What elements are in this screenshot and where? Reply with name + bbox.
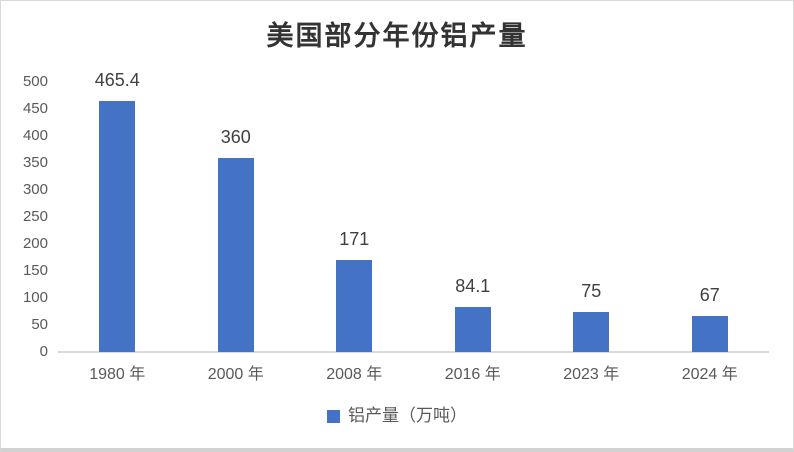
bar-2016年[interactable] — [454, 306, 491, 352]
data-label: 84.1 — [455, 275, 491, 296]
legend-label: 铝产量（万吨） — [348, 406, 467, 426]
y-tick-label: 0 — [39, 343, 48, 360]
y-tick-label: 300 — [22, 181, 48, 198]
y-tick-label: 500 — [22, 73, 48, 90]
y-tick-label: 50 — [31, 316, 48, 333]
x-tick-label: 2024 年 — [681, 366, 738, 383]
x-tick-label: 2023 年 — [563, 366, 620, 383]
x-tick-label: 1980 年 — [89, 366, 146, 383]
y-tick-label: 200 — [22, 235, 48, 252]
data-label: 465.4 — [94, 69, 140, 90]
y-tick-label: 350 — [22, 154, 48, 171]
y-tick-label: 450 — [22, 100, 48, 117]
legend-square-icon — [327, 409, 340, 423]
data-label: 171 — [339, 228, 370, 249]
data-label: 360 — [220, 126, 251, 147]
bar-2008年[interactable] — [336, 259, 373, 352]
bar-1980年[interactable] — [99, 100, 136, 352]
legend[interactable]: 铝产量（万吨） — [1, 406, 793, 426]
bar-2024年[interactable] — [691, 315, 728, 352]
data-label: 67 — [699, 284, 720, 305]
x-axis-line — [58, 351, 769, 353]
bar-2000年[interactable] — [217, 157, 254, 352]
data-label: 75 — [581, 280, 602, 301]
chart-title[interactable]: 美国部分年份铝产量 — [266, 21, 528, 52]
y-tick-label: 400 — [22, 127, 48, 144]
y-tick-label: 150 — [22, 262, 48, 279]
x-tick-label: 2000 年 — [207, 366, 264, 383]
x-tick-label: 2008 年 — [326, 366, 383, 383]
bar-2023年[interactable] — [573, 311, 610, 352]
y-tick-label: 100 — [22, 289, 48, 306]
y-tick-label: 250 — [22, 208, 48, 225]
x-tick-label: 2016 年 — [444, 366, 501, 383]
